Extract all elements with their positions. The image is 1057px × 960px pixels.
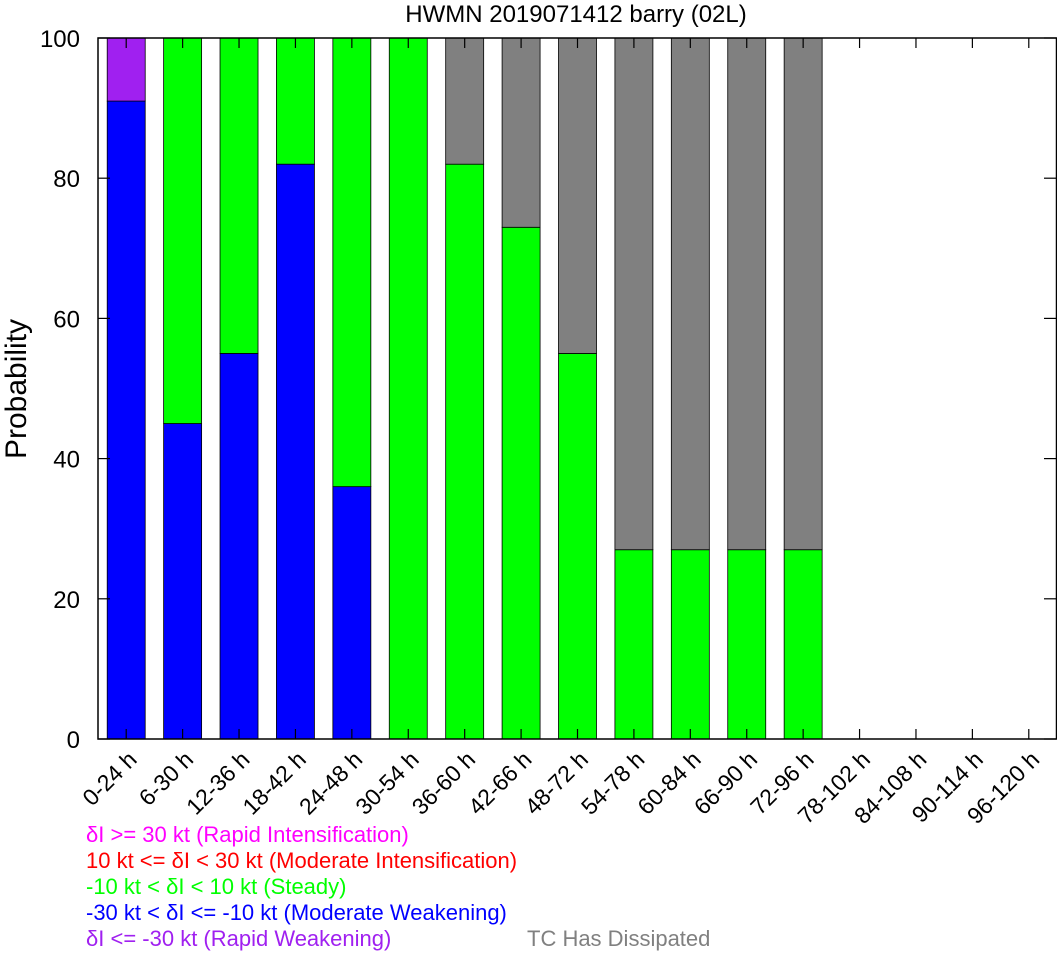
x-tick-labels: 0-24 h6-30 h12-36 h18-42 h24-48 h30-54 h…: [77, 746, 1044, 829]
bar-segment-4-3: [276, 37, 315, 165]
bar-segment-3-3: [219, 37, 259, 354]
bar-segment-12-4: [727, 37, 767, 551]
bar-segment-3-1: [219, 353, 259, 740]
bar-segment-9-3: [558, 353, 597, 740]
legend-entry-4: -30 kt < δI <= -10 kt (Moderate Weakenin…: [86, 900, 507, 925]
bar-segment-11-4: [670, 37, 710, 551]
y-tick-label-2: 40: [53, 447, 80, 474]
bar-segment-5-3: [332, 37, 372, 488]
chart-title: HWMN 2019071412 barry (02L): [405, 1, 747, 28]
y-axis-label: Probability: [0, 319, 33, 459]
legend-entry-2: 10 kt <= δI < 30 kt (Moderate Intensific…: [86, 848, 518, 873]
bar-segment-13-4: [783, 37, 823, 551]
bars-group: [106, 37, 1048, 740]
bar-segment-11-3: [670, 549, 710, 740]
bar-segment-8-4: [501, 37, 541, 228]
bar-segment-4-1: [276, 163, 315, 740]
y-tick-label-1: 20: [53, 587, 80, 614]
bar-segment-7-4: [445, 37, 485, 165]
bar-segment-1-1: [106, 100, 146, 740]
y-tick-label-4: 80: [53, 166, 80, 193]
y-tick-label-3: 60: [53, 306, 80, 333]
bar-segment-6-3: [388, 37, 428, 740]
bar-segment-2-1: [163, 423, 203, 740]
bar-segment-10-4: [614, 37, 654, 551]
bar-segment-5-1: [332, 486, 372, 740]
legend-entry-5: δI <= -30 kt (Rapid Weakening): [86, 926, 392, 951]
legend-entry-6: TC Has Dissipated: [527, 926, 711, 951]
y-tick-label-5: 100: [40, 26, 80, 53]
y-tick-label-0: 0: [67, 727, 80, 754]
bar-segment-1-2: [106, 37, 146, 102]
bar-segment-13-3: [783, 549, 823, 740]
legend-entry-1: δI >= 30 kt (Rapid Intensification): [86, 822, 409, 847]
bar-segment-8-3: [501, 226, 541, 740]
bar-segment-10-3: [614, 549, 654, 740]
bar-segment-2-3: [163, 37, 203, 424]
bar-segment-7-3: [445, 163, 485, 740]
x-tick-label-1: 0-24 h: [77, 746, 142, 811]
legend-entry-3: -10 kt < δI < 10 kt (Steady): [86, 874, 347, 899]
y-tick-labels: 0 20 40 60 80 100: [40, 26, 80, 754]
bar-segment-9-4: [558, 37, 597, 354]
bar-segment-12-3: [727, 549, 767, 740]
